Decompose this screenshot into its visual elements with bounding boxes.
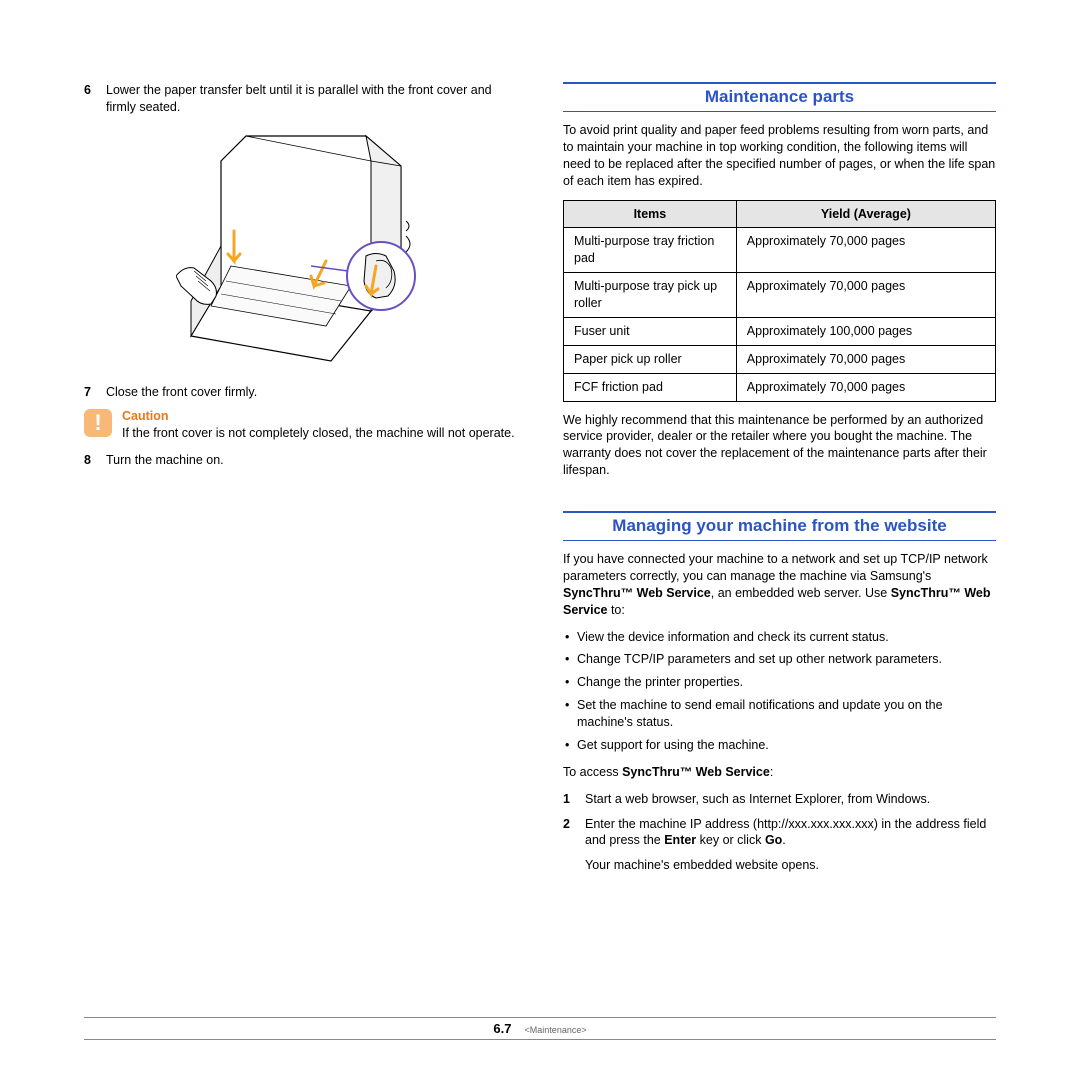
step-number: 6 xyxy=(84,82,106,116)
list-item: Change TCP/IP parameters and set up othe… xyxy=(563,651,996,668)
step-text: Close the front cover firmly. xyxy=(106,384,517,401)
list-item: Set the machine to send email notificati… xyxy=(563,697,996,731)
table-row: Multi-purpose tray pick up rollerApproxi… xyxy=(564,273,996,318)
step-number: 7 xyxy=(84,384,106,401)
web-feature-list: View the device information and check it… xyxy=(563,629,996,754)
printer-illustration xyxy=(176,126,426,366)
table-row: Paper pick up rollerApproximately 70,000… xyxy=(564,345,996,373)
list-item: View the device information and check it… xyxy=(563,629,996,646)
web-intro: If you have connected your machine to a … xyxy=(563,551,996,619)
table-row: FCF friction padApproximately 70,000 pag… xyxy=(564,373,996,401)
ol-step-2-sub: Your machine's embedded website opens. xyxy=(585,857,996,874)
maintenance-intro: To avoid print quality and paper feed pr… xyxy=(563,122,996,190)
caution-text: If the front cover is not completely clo… xyxy=(122,425,517,442)
maintenance-table: Items Yield (Average) Multi-purpose tray… xyxy=(563,200,996,402)
managing-website-heading: Managing your machine from the website xyxy=(563,511,996,541)
maintenance-parts-heading: Maintenance parts xyxy=(563,82,996,112)
ol-step-2: 2 Enter the machine IP address (http://x… xyxy=(563,816,996,850)
left-column: 6 Lower the paper transfer belt until it… xyxy=(84,82,517,880)
step-text: Turn the machine on. xyxy=(106,452,517,469)
step-7: 7 Close the front cover firmly. xyxy=(84,384,517,401)
table-header-items: Items xyxy=(564,200,737,228)
right-column: Maintenance parts To avoid print quality… xyxy=(563,82,996,880)
step-text: Lower the paper transfer belt until it i… xyxy=(106,82,517,116)
caution-icon xyxy=(84,409,112,437)
access-label: To access SyncThru™ Web Service: xyxy=(563,764,996,781)
table-row: Fuser unitApproximately 100,000 pages xyxy=(564,317,996,345)
step-number: 8 xyxy=(84,452,106,469)
page-footer: 6.7 <Maintenance> xyxy=(84,1017,996,1040)
table-row: Multi-purpose tray friction padApproxima… xyxy=(564,228,996,273)
ol-step-1: 1 Start a web browser, such as Internet … xyxy=(563,791,996,808)
maintenance-outro: We highly recommend that this maintenanc… xyxy=(563,412,996,480)
caution-label: Caution xyxy=(122,409,517,423)
list-item: Get support for using the machine. xyxy=(563,737,996,754)
step-6: 6 Lower the paper transfer belt until it… xyxy=(84,82,517,116)
table-header-yield: Yield (Average) xyxy=(736,200,995,228)
list-item: Change the printer properties. xyxy=(563,674,996,691)
step-8: 8 Turn the machine on. xyxy=(84,452,517,469)
caution-box: Caution If the front cover is not comple… xyxy=(84,409,517,442)
